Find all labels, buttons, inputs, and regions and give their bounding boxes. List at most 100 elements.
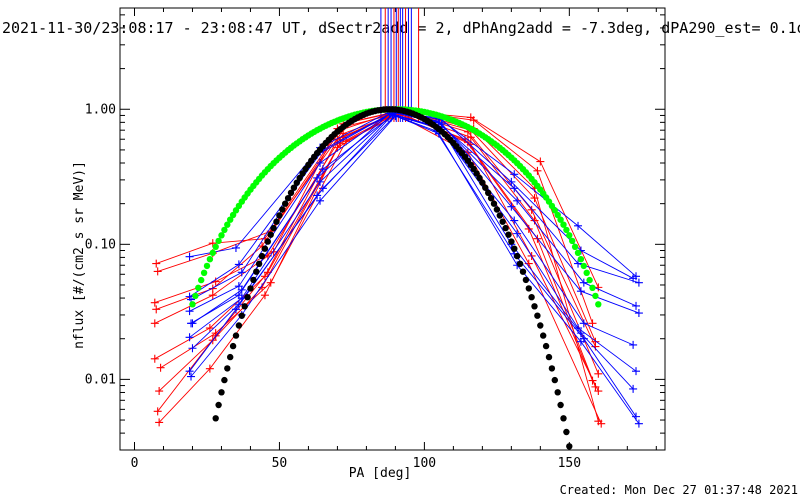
data-point: [237, 285, 246, 294]
fit-point: [487, 195, 495, 202]
data-point: [588, 319, 597, 328]
series-line: [189, 111, 637, 277]
fit-point: [542, 342, 550, 350]
fit-point: [531, 303, 538, 310]
x-axis: 0 50 100 150: [131, 8, 657, 471]
series: [187, 112, 643, 428]
fit-point: [534, 312, 541, 319]
fit-point: [595, 301, 602, 308]
fit-point: [206, 256, 214, 263]
fit-point: [554, 211, 561, 219]
fit-point: [589, 284, 596, 291]
data-point: [591, 342, 600, 351]
data-point: [629, 340, 638, 349]
data-point: [510, 216, 519, 225]
fit-point: [522, 276, 530, 284]
data-point: [208, 291, 217, 300]
fit-point: [574, 249, 582, 256]
data-point: [574, 259, 583, 268]
data-point: [507, 177, 516, 186]
fit-point: [264, 238, 271, 245]
fit-point: [290, 184, 298, 191]
data-point: [316, 177, 325, 186]
fit-curve: [212, 106, 573, 450]
data-point: [510, 170, 519, 179]
data-point: [316, 196, 325, 205]
chart-title: 2021-11-30/23:08:17 - 23:08:47 UT, dSect…: [2, 19, 800, 37]
fit-point: [261, 245, 269, 252]
data-point: [533, 166, 542, 175]
data-point: [579, 278, 588, 287]
fit-point: [493, 206, 501, 213]
data-point: [234, 260, 243, 269]
series-line: [192, 112, 640, 324]
data-point: [318, 184, 327, 193]
fit-point: [545, 353, 553, 361]
data-point: [513, 229, 522, 238]
fit-point: [192, 292, 199, 300]
fit-point: [560, 221, 567, 228]
fit-point: [499, 218, 506, 225]
data-point: [469, 116, 478, 125]
fit-point: [566, 232, 573, 239]
data-point: [313, 191, 322, 200]
fit-point: [551, 376, 558, 384]
fit-point: [482, 184, 489, 191]
data-point: [634, 309, 643, 318]
fit-point: [253, 268, 260, 275]
series-line: [156, 110, 599, 288]
data-point: [466, 133, 475, 142]
fit-point: [270, 224, 277, 232]
data-point: [527, 205, 536, 214]
data-point: [513, 196, 522, 205]
fit-point: [516, 260, 524, 267]
series: [153, 107, 603, 426]
fit-point: [563, 226, 570, 234]
fit-point: [203, 262, 211, 270]
fit-point: [528, 294, 535, 301]
fit-curve: [189, 106, 602, 308]
data-point: [234, 300, 243, 309]
data-point: [510, 184, 519, 193]
data-point: [187, 319, 196, 328]
fit-point: [592, 292, 599, 300]
data-point: [152, 305, 161, 314]
vertical-lines: [380, 8, 420, 122]
data-point: [185, 367, 194, 376]
data-point: [188, 344, 197, 353]
fit-point: [247, 285, 254, 292]
data-point: [634, 278, 643, 287]
x-axis-label: PA [deg]: [349, 466, 412, 481]
data-point: [536, 157, 545, 166]
fit-point: [250, 276, 257, 284]
fit-point: [580, 262, 587, 270]
data-point: [187, 372, 196, 381]
fit-point: [514, 252, 521, 260]
fit-point: [244, 294, 251, 301]
fit-point: [221, 376, 228, 384]
fit-point: [227, 216, 234, 223]
fit-point: [586, 276, 593, 284]
data-point: [632, 301, 641, 310]
series: [188, 111, 638, 393]
fit-point: [241, 303, 248, 310]
data-point: [634, 419, 643, 428]
data-point: [153, 407, 162, 416]
fit-point: [287, 189, 295, 196]
fit-point: [583, 269, 590, 276]
fit-point: [502, 224, 509, 232]
fit-point: [224, 221, 231, 228]
data-point: [155, 418, 164, 427]
y-axis-label: nflux [#/(cm2 s sr MeV)]: [72, 161, 87, 349]
data-point: [579, 319, 588, 328]
fit-point: [255, 260, 263, 267]
fit-point: [551, 207, 558, 214]
data-point: [507, 202, 516, 211]
fit-point: [537, 322, 544, 329]
fit-point: [571, 243, 579, 250]
fit-point: [232, 332, 240, 339]
series-line: [157, 109, 593, 324]
data-point: [150, 354, 159, 363]
fit-point: [511, 245, 518, 252]
